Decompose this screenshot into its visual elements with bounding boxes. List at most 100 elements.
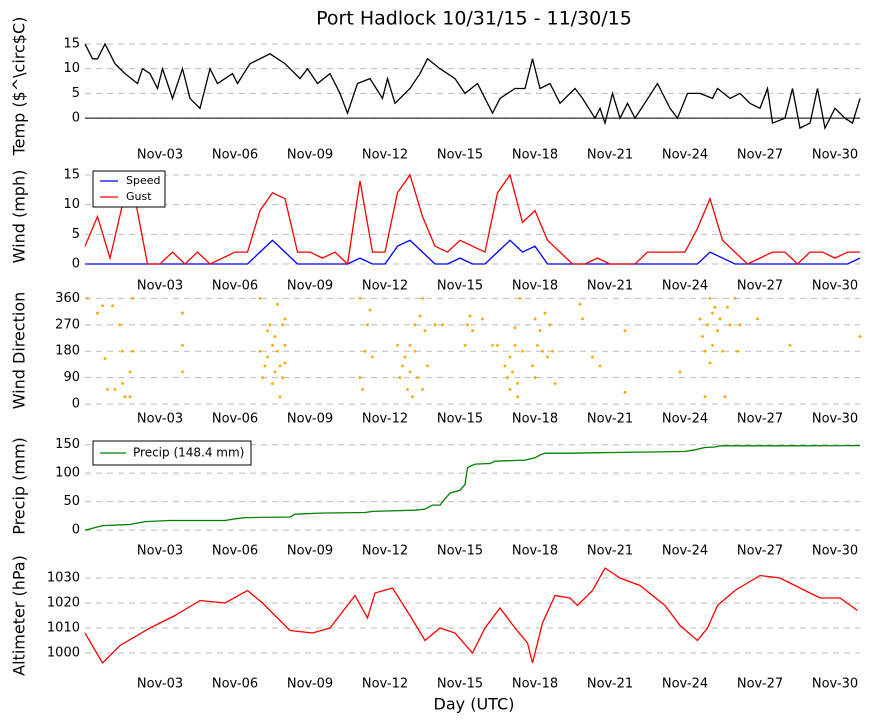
- data-point: [516, 382, 519, 385]
- data-point: [503, 364, 507, 368]
- data-point: [496, 343, 499, 347]
- x-tick-label: Nov-24: [662, 148, 708, 163]
- data-point: [531, 364, 534, 368]
- data-point: [718, 317, 722, 321]
- x-axis-label: Day (UTC): [434, 695, 515, 714]
- data-point: [756, 317, 759, 321]
- y-tick-label: 10: [63, 61, 80, 76]
- data-point: [471, 329, 474, 333]
- data-point: [708, 297, 712, 300]
- data-point: [418, 314, 422, 318]
- data-point: [508, 355, 512, 359]
- data-point: [441, 323, 444, 327]
- x-tick-label: Nov-30: [812, 279, 858, 294]
- data-point: [598, 364, 602, 368]
- data-point: [468, 314, 472, 318]
- data-point: [118, 323, 122, 327]
- x-tick-label: Nov-18: [512, 279, 558, 294]
- x-tick-label: Nov-30: [812, 544, 858, 559]
- data-point: [128, 395, 132, 399]
- data-point: [516, 395, 519, 399]
- data-point: [121, 382, 124, 385]
- data-point: [258, 349, 262, 353]
- data-point: [716, 329, 719, 333]
- x-tick-label: Nov-15: [437, 148, 483, 163]
- data-point: [128, 370, 132, 374]
- x-tick-label: Nov-12: [362, 148, 408, 163]
- x-tick-label: Nov-12: [362, 279, 408, 294]
- data-point: [423, 329, 427, 333]
- data-point: [101, 304, 104, 308]
- data-point: [111, 304, 114, 308]
- x-tick-label: Nov-15: [437, 544, 483, 559]
- y-tick-label: 360: [55, 291, 80, 306]
- data-point: [698, 317, 702, 321]
- x-tick-label: Nov-24: [662, 279, 708, 294]
- data-point: [413, 349, 417, 353]
- y-tick-label: 1030: [47, 571, 80, 586]
- y-tick-label: 0: [72, 523, 80, 538]
- x-tick-label: Nov-15: [437, 677, 483, 692]
- x-tick-label: Nov-09: [287, 677, 333, 692]
- data-point: [701, 335, 704, 338]
- data-point: [723, 395, 727, 399]
- data-point: [278, 364, 282, 368]
- data-line: [84, 42, 861, 131]
- data-point: [181, 343, 184, 347]
- data-point: [181, 370, 184, 374]
- y-tick-label: 270: [55, 317, 80, 332]
- legend-label: Speed: [126, 174, 160, 187]
- data-point: [271, 382, 274, 385]
- data-point: [358, 297, 362, 300]
- data-point: [733, 297, 737, 300]
- data-point: [273, 370, 277, 374]
- data-point: [536, 343, 539, 347]
- y-tick-label: 15: [63, 167, 80, 182]
- data-point: [623, 390, 627, 394]
- x-tick-label: Nov-21: [587, 544, 633, 559]
- data-point: [466, 323, 469, 327]
- data-point: [113, 387, 117, 391]
- x-tick-label: Nov-09: [287, 544, 333, 559]
- data-point: [363, 349, 367, 353]
- y-tick-label: 90: [63, 370, 80, 385]
- y-tick-label: 150: [55, 437, 80, 452]
- x-tick-label: Nov-24: [662, 412, 708, 427]
- data-point: [368, 308, 372, 312]
- x-tick-label: Nov-21: [587, 279, 633, 294]
- data-point: [131, 297, 134, 300]
- data-point: [538, 329, 542, 333]
- data-point: [581, 317, 584, 321]
- data-point: [508, 387, 512, 391]
- data-point: [283, 361, 287, 365]
- x-tick-label: Nov-27: [737, 279, 783, 294]
- y-tick-label: 50: [63, 494, 80, 509]
- data-point: [481, 317, 484, 321]
- y-tick-label: 1000: [47, 646, 80, 661]
- data-point: [421, 297, 424, 300]
- data-point: [726, 305, 729, 309]
- x-tick-label: Nov-15: [437, 279, 483, 294]
- y-tick-label: 0: [72, 257, 80, 272]
- data-point: [491, 343, 494, 347]
- data-point: [403, 355, 407, 359]
- data-point: [268, 323, 272, 327]
- x-tick-label: Nov-03: [137, 412, 183, 427]
- x-tick-label: Nov-06: [212, 148, 258, 163]
- data-point: [738, 323, 742, 327]
- data-point: [106, 387, 109, 391]
- data-point: [358, 376, 362, 380]
- x-tick-label: Nov-09: [287, 148, 333, 163]
- data-point: [553, 382, 557, 385]
- data-point: [366, 323, 369, 327]
- chart-title: Port Hadlock 10/31/15 - 11/30/15: [316, 8, 632, 30]
- data-point: [413, 323, 417, 327]
- x-tick-label: Nov-30: [812, 148, 858, 163]
- data-point: [401, 364, 404, 368]
- y-axis-label: Wind (mph): [10, 170, 29, 264]
- data-point: [406, 387, 409, 391]
- data-point: [706, 323, 709, 327]
- data-point: [276, 302, 279, 306]
- data-point: [416, 376, 419, 380]
